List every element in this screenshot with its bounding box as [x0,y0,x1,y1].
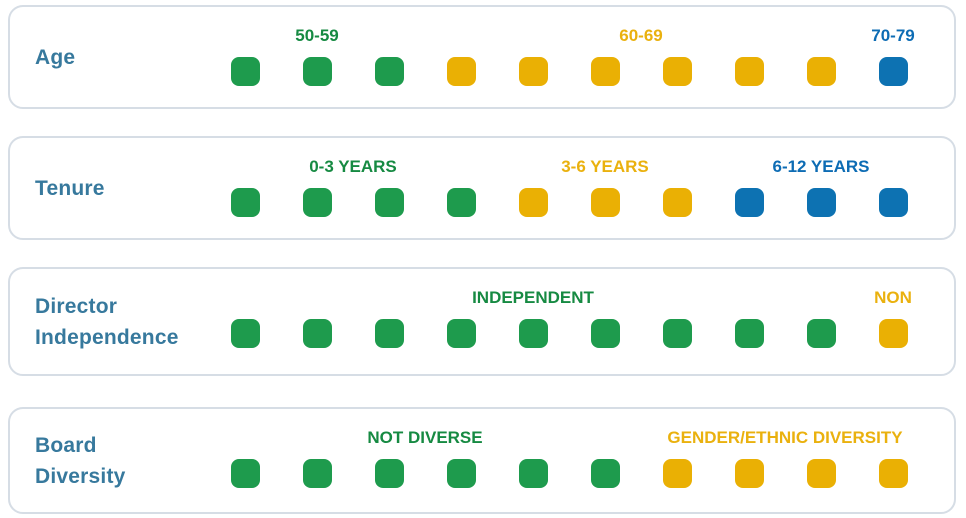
member-square [662,188,692,217]
squares-board: 0-3 YEARS 3-6 YEARS 6-12 YEARS [209,138,929,238]
member-square [662,319,692,348]
member-square [302,459,332,488]
card-age: Age 50-59 60-69 70-79 [8,5,956,109]
member-square [518,319,548,348]
member-square [230,188,260,217]
member-square [878,319,908,348]
group-label: 6-12 YEARS [772,157,870,176]
member-square [734,319,764,348]
member-square [590,459,620,488]
member-square [590,57,620,86]
card-title-line: Age [35,45,76,69]
group-labels-row: NOT DIVERSE GENDER/ETHNIC DIVERSITY [209,429,929,447]
card-title-line: Diversity [35,464,126,488]
member-square [374,459,404,488]
member-square [518,57,548,86]
squares-row [209,459,929,488]
member-square [230,319,260,348]
member-square [806,57,836,86]
member-square [374,319,404,348]
member-square [302,319,332,348]
squares-row [209,319,929,348]
group-label: NON [874,288,912,307]
member-square [806,319,836,348]
member-square [518,459,548,488]
member-square [734,188,764,217]
group-label: NOT DIVERSE [367,428,483,447]
group-label: 70-79 [871,26,915,45]
squares-row [209,57,929,86]
member-square [446,319,476,348]
member-square [878,188,908,217]
member-square [518,188,548,217]
card-title-line: Tenure [35,176,105,200]
card-tenure: Tenure 0-3 YEARS 3-6 YEARS 6-12 YEARS [8,136,956,240]
member-square [734,459,764,488]
group-label: 50-59 [295,26,339,45]
card-title-line: Board [35,433,97,457]
squares-board: 50-59 60-69 70-79 [209,7,929,107]
squares-board: NOT DIVERSE GENDER/ETHNIC DIVERSITY [209,409,929,512]
member-square [806,459,836,488]
group-labels-row: INDEPENDENT NON [209,289,929,307]
card-board-diversity: Board Diversity NOT DIVERSE GENDER/ETHNIC … [8,407,956,514]
member-square [806,188,836,217]
member-square [374,57,404,86]
member-square [230,459,260,488]
card-title: Director Independence [35,269,205,374]
group-labels-row: 0-3 YEARS 3-6 YEARS 6-12 YEARS [209,158,929,176]
card-title-line: Director [35,294,118,318]
member-square [878,57,908,86]
group-label: 0-3 YEARS [309,157,397,176]
group-label: INDEPENDENT [472,288,594,307]
member-square [446,459,476,488]
group-label: 60-69 [619,26,663,45]
card-title: Age [35,7,205,107]
card-title-line: Independence [35,325,179,349]
squares-board: INDEPENDENT NON [209,269,929,374]
member-square [590,319,620,348]
member-square [662,57,692,86]
member-square [374,188,404,217]
member-square [302,57,332,86]
card-title: Board Diversity [35,409,205,512]
member-square [878,459,908,488]
group-labels-row: 50-59 60-69 70-79 [209,27,929,45]
member-square [230,57,260,86]
card-director-independence: Director Independence INDEPENDENT NON [8,267,956,376]
card-title: Tenure [35,138,205,238]
member-square [446,57,476,86]
group-label: GENDER/ETHNIC DIVERSITY [667,428,903,447]
member-square [662,459,692,488]
member-square [302,188,332,217]
squares-row [209,188,929,217]
member-square [734,57,764,86]
member-square [590,188,620,217]
group-label: 3-6 YEARS [561,157,649,176]
member-square [446,188,476,217]
